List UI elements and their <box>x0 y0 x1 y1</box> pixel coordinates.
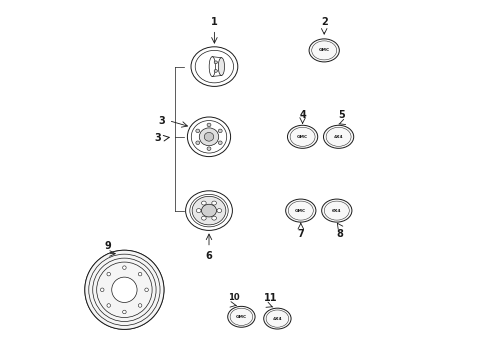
Ellipse shape <box>145 288 148 292</box>
Ellipse shape <box>207 147 211 150</box>
Text: 11: 11 <box>264 293 277 303</box>
Ellipse shape <box>207 123 211 127</box>
Text: 7: 7 <box>297 229 304 239</box>
Ellipse shape <box>107 304 111 307</box>
Text: 4X4: 4X4 <box>272 316 282 321</box>
Ellipse shape <box>214 69 218 72</box>
Text: 6X4: 6X4 <box>332 208 342 213</box>
Ellipse shape <box>288 125 318 148</box>
Text: 5: 5 <box>338 110 345 120</box>
Text: 9: 9 <box>104 240 111 251</box>
Ellipse shape <box>122 266 126 269</box>
Ellipse shape <box>107 272 111 276</box>
Ellipse shape <box>228 306 255 327</box>
Ellipse shape <box>323 125 354 148</box>
Ellipse shape <box>201 201 206 205</box>
Text: 3: 3 <box>159 116 166 126</box>
Ellipse shape <box>309 39 339 62</box>
Ellipse shape <box>201 204 217 217</box>
Ellipse shape <box>196 209 201 212</box>
Text: 4: 4 <box>299 110 306 120</box>
Ellipse shape <box>122 310 126 314</box>
Text: 2: 2 <box>321 17 328 27</box>
Ellipse shape <box>204 132 214 141</box>
Ellipse shape <box>212 216 217 220</box>
Text: 8: 8 <box>336 229 343 239</box>
Ellipse shape <box>112 277 137 302</box>
Text: 10: 10 <box>228 292 239 302</box>
Text: 3: 3 <box>154 133 161 143</box>
Text: GMC: GMC <box>236 315 247 319</box>
Ellipse shape <box>138 304 142 307</box>
Ellipse shape <box>85 250 164 329</box>
Ellipse shape <box>218 129 222 132</box>
Ellipse shape <box>264 308 291 329</box>
Ellipse shape <box>286 199 316 222</box>
Ellipse shape <box>214 61 218 64</box>
Ellipse shape <box>321 199 352 222</box>
Text: 6: 6 <box>206 251 212 261</box>
Ellipse shape <box>212 201 217 205</box>
Text: 1: 1 <box>211 17 218 27</box>
Ellipse shape <box>196 129 200 132</box>
Ellipse shape <box>218 141 222 144</box>
Ellipse shape <box>192 196 226 225</box>
Text: 4X4: 4X4 <box>334 135 343 139</box>
Text: GMC: GMC <box>318 48 330 53</box>
Text: GMC: GMC <box>295 208 306 213</box>
Ellipse shape <box>196 141 200 144</box>
Ellipse shape <box>217 209 221 212</box>
Ellipse shape <box>100 288 104 292</box>
Text: GMC: GMC <box>297 135 308 139</box>
Ellipse shape <box>201 216 206 220</box>
Ellipse shape <box>199 128 219 146</box>
Ellipse shape <box>138 272 142 276</box>
Ellipse shape <box>219 58 224 76</box>
